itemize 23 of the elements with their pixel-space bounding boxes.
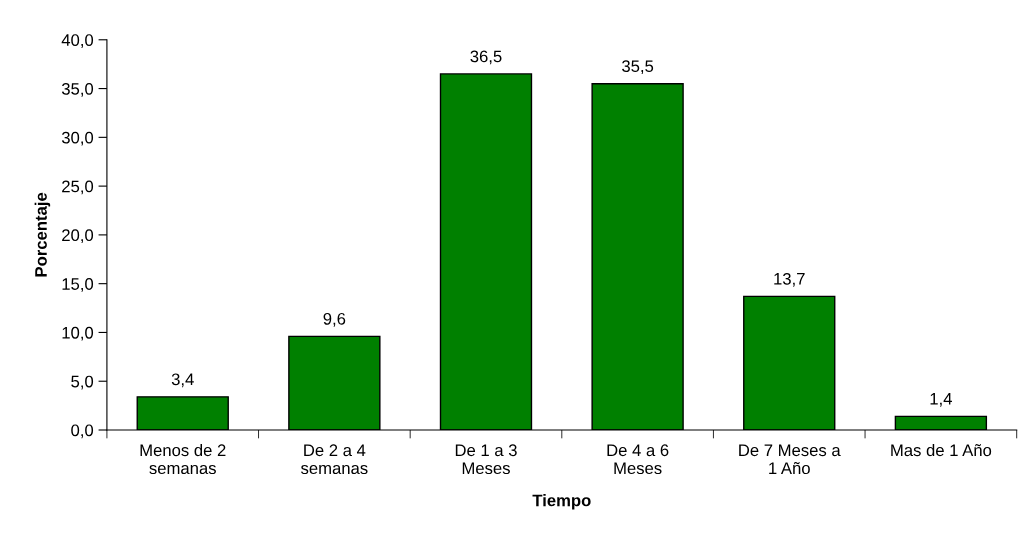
x-tick-label: De 4 a 6 Meses (607, 444, 669, 475)
y-axis-title: Porcentaje (34, 192, 51, 277)
x-axis-title: Tiempo (532, 494, 591, 510)
data-label: 36,5 (470, 50, 502, 65)
y-tick-label: 35,0 (61, 82, 94, 97)
data-label: 3,4 (171, 373, 194, 388)
y-tick-label: 40,0 (61, 34, 94, 48)
y-tick-label: 30,0 (61, 131, 94, 146)
x-tick-label: Mas de 1 Año (891, 443, 992, 457)
y-tick-label: 15,0 (62, 278, 94, 292)
y-tick-label: 20,0 (62, 229, 94, 244)
x-tick-label: Menos de 2 semanas (140, 443, 226, 475)
y-tick-label: 5,0 (71, 375, 94, 390)
data-label: 1,4 (930, 393, 952, 407)
y-tick-label: 10,0 (62, 326, 94, 341)
data-label: 9,6 (323, 312, 346, 327)
x-tick-label: De 1 a 3 Meses (455, 444, 517, 475)
x-tick-label: De 7 Meses a 1 Año (739, 444, 841, 475)
x-tick-label: De 2 a 4 semanas (301, 444, 368, 475)
data-label: 13,7 (774, 272, 805, 287)
data-label: 35,5 (622, 60, 654, 75)
y-tick-label: 0,0 (71, 424, 94, 439)
y-tick-label: 25,0 (62, 180, 94, 195)
